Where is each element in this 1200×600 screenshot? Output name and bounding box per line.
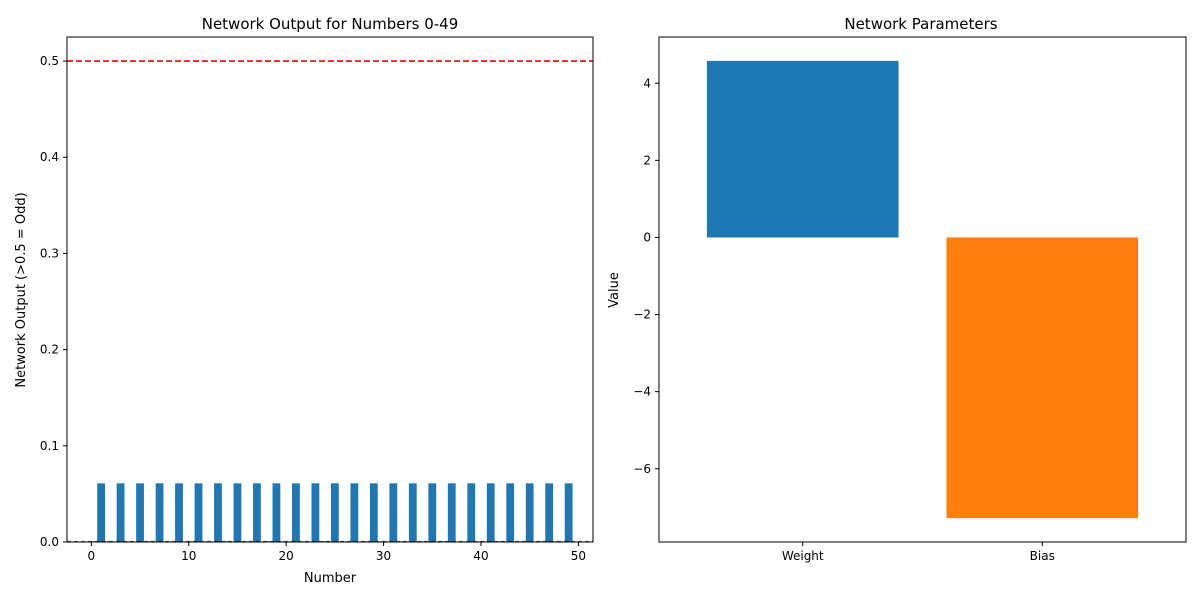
bar-weight xyxy=(706,60,899,238)
y-tick-label: −6 xyxy=(633,462,651,476)
bar xyxy=(369,483,378,542)
y-ticks: −6 −4 −2 0 2 4 xyxy=(633,76,659,476)
y-tick-label: 2 xyxy=(643,153,651,167)
y-tick-label: 0.4 xyxy=(40,150,59,164)
bar xyxy=(194,483,203,542)
bars-group xyxy=(67,483,593,542)
bar xyxy=(175,483,183,542)
y-tick-label: 0.2 xyxy=(40,343,59,357)
x-tick-label: 30 xyxy=(376,549,391,563)
bar xyxy=(292,483,300,542)
y-tick-label: 0.0 xyxy=(40,535,59,549)
y-axis-label: Network Output (>0.5 = Odd) xyxy=(14,192,29,387)
y-tick-label: 0.1 xyxy=(40,439,59,453)
bar xyxy=(525,483,534,542)
x-tick-label: 40 xyxy=(473,549,488,563)
y-axis-label: Value xyxy=(607,272,622,308)
bar xyxy=(564,483,573,542)
x-tick-label: Weight xyxy=(782,549,824,563)
bar xyxy=(116,483,125,542)
plot-frame xyxy=(658,36,1187,543)
bar xyxy=(467,483,476,542)
bar xyxy=(155,483,164,542)
bar xyxy=(447,483,456,542)
y-tick-label: −4 xyxy=(633,385,651,399)
x-tick-label: 20 xyxy=(279,549,294,563)
y-ticks: 0.0 0.1 0.2 0.3 0.4 0.5 xyxy=(40,54,67,549)
bar xyxy=(311,483,320,542)
x-ticks: Weight Bias xyxy=(782,542,1055,563)
bar xyxy=(253,483,261,542)
network-output-chart: Network Output for Numbers 0-49 0 10 20 30 4… xyxy=(14,15,594,586)
x-tick-label: 50 xyxy=(571,549,586,563)
y-tick-label: 0.3 xyxy=(40,246,59,260)
y-tick-label: 0 xyxy=(643,230,651,244)
x-tick-label: 10 xyxy=(181,549,196,563)
y-tick-label: 4 xyxy=(643,76,651,90)
x-ticks: 0 10 20 30 40 50 xyxy=(88,542,586,563)
bar xyxy=(97,483,105,542)
x-tick-label: 0 xyxy=(88,549,96,563)
bar xyxy=(233,483,242,542)
bar xyxy=(350,483,359,542)
bars-group xyxy=(706,60,1139,519)
network-parameters-chart: Network Parameters Weight Bias −6−4−2024 … xyxy=(607,15,1187,563)
bar xyxy=(136,483,144,542)
y-tick-label: −2 xyxy=(633,308,651,322)
bar xyxy=(506,483,515,542)
x-axis-label: Number xyxy=(304,571,357,586)
bar xyxy=(408,483,417,542)
bar xyxy=(272,483,281,542)
x-tick-label: Bias xyxy=(1030,549,1055,563)
bar xyxy=(428,483,437,542)
bar-bias xyxy=(946,237,1139,519)
bar xyxy=(330,483,339,542)
chart-title: Network Parameters xyxy=(844,15,997,33)
bar xyxy=(389,483,398,542)
y-tick-label: 0.5 xyxy=(40,54,59,68)
bar xyxy=(545,483,554,542)
plot-frame xyxy=(66,36,594,543)
chart-title: Network Output for Numbers 0-49 xyxy=(202,15,459,33)
bar xyxy=(486,483,495,542)
bar xyxy=(214,483,222,542)
